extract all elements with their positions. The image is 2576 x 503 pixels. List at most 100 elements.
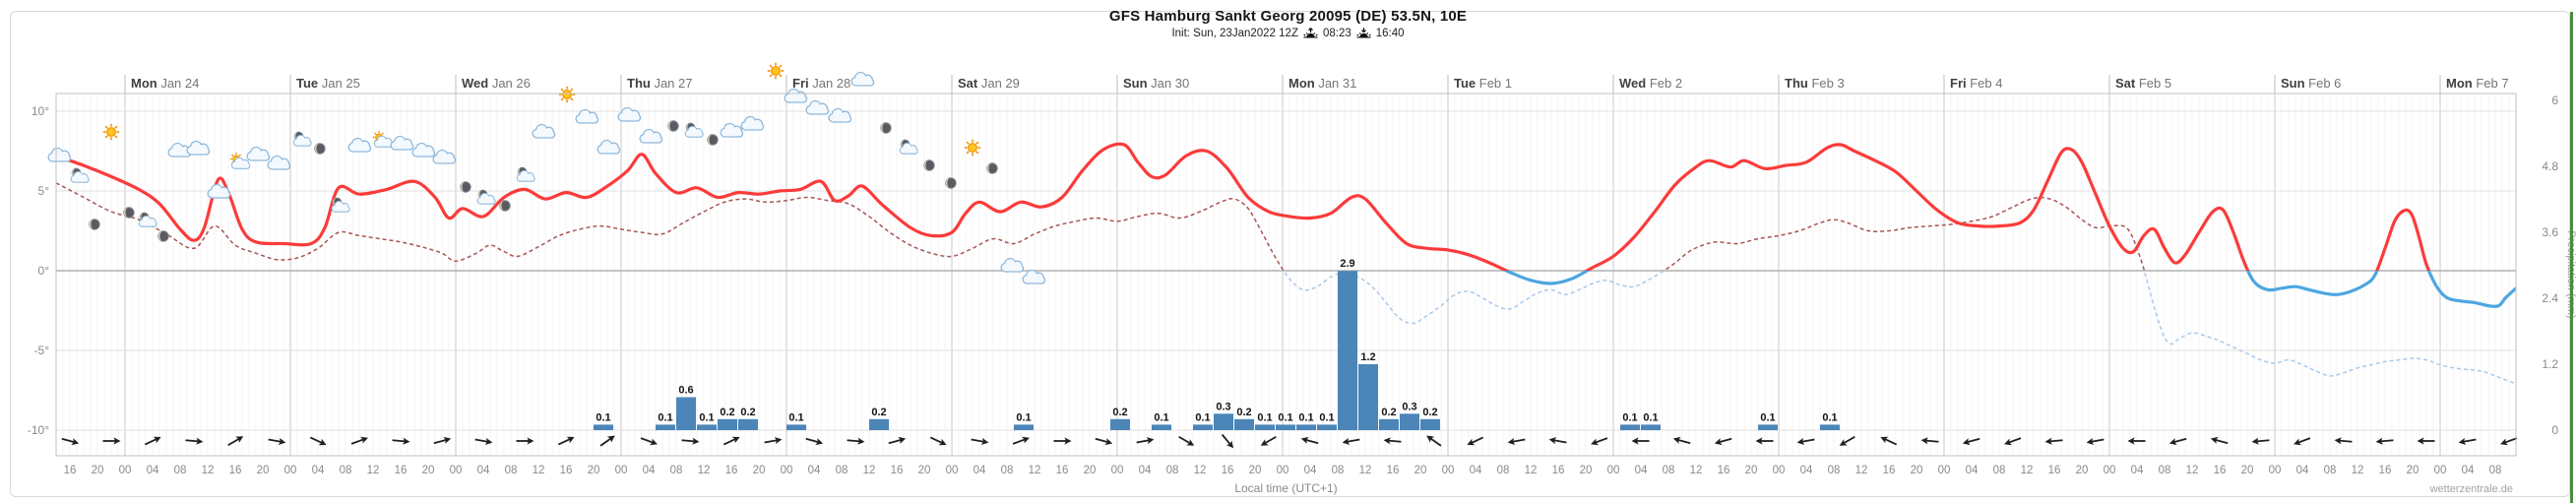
svg-text:20: 20 xyxy=(1911,465,1923,476)
svg-text:16: 16 xyxy=(2214,465,2227,476)
svg-text:16: 16 xyxy=(1222,465,1234,476)
svg-text:0.1: 0.1 xyxy=(1622,411,1637,423)
svg-text:12: 12 xyxy=(698,465,711,476)
svg-text:08: 08 xyxy=(1828,465,1841,476)
weather-icons xyxy=(47,61,1046,284)
svg-text:20: 20 xyxy=(92,465,104,476)
svg-text:12: 12 xyxy=(367,465,380,476)
sunrise-time: 08:23 xyxy=(1322,28,1351,39)
plot-frame xyxy=(55,93,2517,457)
sunset-time: 16:40 xyxy=(1375,28,1405,39)
svg-text:20: 20 xyxy=(1084,465,1097,476)
svg-text:Fri Feb 4: Fri Feb 4 xyxy=(1950,76,2002,91)
svg-text:2.9: 2.9 xyxy=(1340,258,1354,270)
svg-text:0°: 0° xyxy=(38,264,50,278)
svg-text:20: 20 xyxy=(1249,465,1262,476)
svg-text:Tue Feb 1: Tue Feb 1 xyxy=(1454,76,1512,91)
time-axis-labels: 16 20 00 04 08 12 16 20 00 04 08 12 16 20 00 04 08 12 16 20… xyxy=(64,465,2502,476)
svg-text:20: 20 xyxy=(2076,465,2089,476)
svg-text:6: 6 xyxy=(2551,94,2558,107)
svg-text:2.4: 2.4 xyxy=(2542,291,2558,305)
svg-text:00: 00 xyxy=(1442,465,1455,476)
svg-text:12: 12 xyxy=(202,465,215,476)
svg-text:0.1: 0.1 xyxy=(699,411,714,423)
svg-text:12: 12 xyxy=(1359,465,1372,476)
svg-text:08: 08 xyxy=(340,465,352,476)
svg-text:Fri Jan 28: Fri Jan 28 xyxy=(792,76,850,91)
svg-text:1.2: 1.2 xyxy=(1360,351,1375,363)
svg-text:04: 04 xyxy=(974,465,986,476)
svg-text:08: 08 xyxy=(1663,465,1675,476)
svg-text:00: 00 xyxy=(781,465,793,476)
svg-text:04: 04 xyxy=(2462,465,2475,476)
svg-text:20: 20 xyxy=(1414,465,1427,476)
svg-text:08: 08 xyxy=(505,465,518,476)
svg-text:0.1: 0.1 xyxy=(1822,411,1837,423)
svg-text:0.2: 0.2 xyxy=(720,407,734,418)
svg-text:0.1: 0.1 xyxy=(1319,411,1334,423)
svg-text:20: 20 xyxy=(257,465,270,476)
svg-text:0.3: 0.3 xyxy=(1402,401,1416,412)
svg-text:00: 00 xyxy=(1607,465,1620,476)
svg-text:Wed Jan 26: Wed Jan 26 xyxy=(462,76,531,91)
svg-text:00: 00 xyxy=(1773,465,1786,476)
svg-text:12: 12 xyxy=(2186,465,2199,476)
sunset-icon xyxy=(1356,28,1371,38)
svg-text:04: 04 xyxy=(147,465,159,476)
svg-text:04: 04 xyxy=(2131,465,2144,476)
svg-text:00: 00 xyxy=(615,465,628,476)
svg-text:20: 20 xyxy=(1745,465,1758,476)
svg-text:0.2: 0.2 xyxy=(871,407,886,418)
svg-text:08: 08 xyxy=(174,465,187,476)
svg-text:20: 20 xyxy=(2407,465,2419,476)
svg-text:0.1: 0.1 xyxy=(1643,411,1658,423)
svg-text:16: 16 xyxy=(1387,465,1400,476)
svg-text:0.2: 0.2 xyxy=(1381,407,1396,418)
svg-text:00: 00 xyxy=(2434,465,2447,476)
svg-text:4.8: 4.8 xyxy=(2542,159,2558,173)
svg-text:Sat Feb 5: Sat Feb 5 xyxy=(2115,76,2171,91)
svg-text:00: 00 xyxy=(1938,465,1951,476)
svg-text:04: 04 xyxy=(808,465,821,476)
svg-text:3.6: 3.6 xyxy=(2542,225,2558,239)
svg-text:0.1: 0.1 xyxy=(658,411,672,423)
svg-text:16: 16 xyxy=(725,465,738,476)
svg-text:20: 20 xyxy=(2241,465,2254,476)
page-title: GFS Hamburg Sankt Georg 20095 (DE) 53.5N… xyxy=(1108,8,1468,25)
svg-text:Sun Feb 6: Sun Feb 6 xyxy=(2281,76,2341,91)
svg-text:08: 08 xyxy=(2324,465,2337,476)
svg-text:00: 00 xyxy=(1111,465,1124,476)
svg-text:Mon Feb 7: Mon Feb 7 xyxy=(2446,76,2509,91)
svg-text:0.1: 0.1 xyxy=(1760,411,1775,423)
svg-text:0.1: 0.1 xyxy=(596,411,610,423)
precip-bars: 0.1 0.1 0.6 0.1 0.2 0.2 0.1 0.2 0.1 0.2 0.1 0.1 0.3 0… xyxy=(594,258,1840,430)
svg-text:20: 20 xyxy=(1580,465,1593,476)
svg-text:00: 00 xyxy=(284,465,297,476)
svg-text:08: 08 xyxy=(836,465,848,476)
svg-text:12: 12 xyxy=(863,465,876,476)
brand-watermark[interactable]: wetterzentrale.de xyxy=(2429,483,2513,495)
svg-text:Tue Jan 25: Tue Jan 25 xyxy=(296,76,360,91)
dewpoint-line xyxy=(56,182,2516,385)
svg-text:0.1: 0.1 xyxy=(1278,411,1292,423)
svg-text:0.2: 0.2 xyxy=(1112,407,1127,418)
svg-text:20: 20 xyxy=(422,465,435,476)
x-axis-title: Local time (UTC+1) xyxy=(1234,481,1338,495)
day-labels: Mon Jan 24 Tue Jan 25 Wed Jan 26 Thu Jan 27… xyxy=(131,76,2509,91)
svg-text:16: 16 xyxy=(1883,465,1896,476)
svg-text:0.1: 0.1 xyxy=(1195,411,1210,423)
svg-text:12: 12 xyxy=(2021,465,2034,476)
menu-button[interactable] xyxy=(2530,15,2555,36)
svg-text:5°: 5° xyxy=(38,184,50,198)
svg-text:12: 12 xyxy=(533,465,545,476)
svg-text:04: 04 xyxy=(1304,465,1317,476)
svg-text:08: 08 xyxy=(1497,465,1510,476)
svg-text:12: 12 xyxy=(1690,465,1703,476)
meteogram-widget-frame xyxy=(10,11,2570,497)
svg-text:16: 16 xyxy=(1552,465,1565,476)
svg-text:08: 08 xyxy=(2489,465,2502,476)
svg-text:08: 08 xyxy=(1332,465,1345,476)
svg-text:16: 16 xyxy=(2048,465,2061,476)
svg-text:12: 12 xyxy=(2352,465,2364,476)
svg-text:00: 00 xyxy=(1277,465,1289,476)
